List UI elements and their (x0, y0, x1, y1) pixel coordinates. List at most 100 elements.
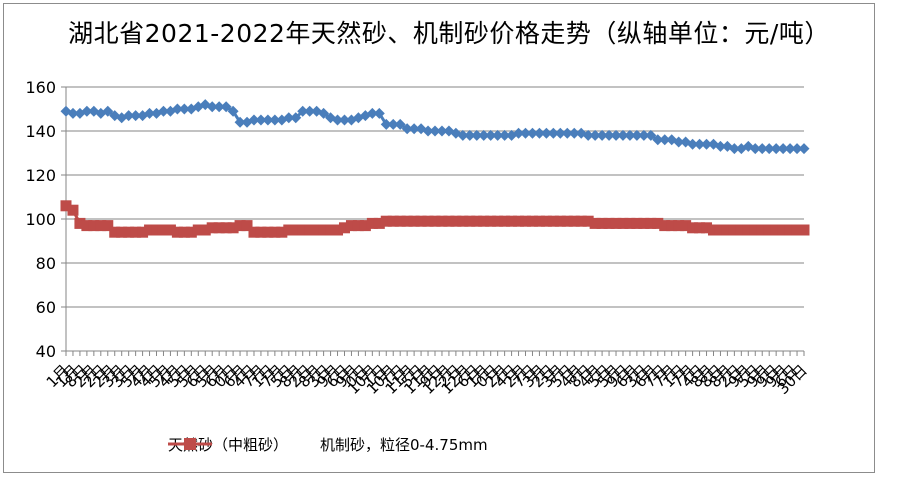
data-point-natural-sand (130, 110, 142, 122)
data-point-natural-sand (366, 107, 378, 119)
data-point-natural-sand (471, 129, 483, 141)
data-point-manufactured-sand (185, 226, 197, 238)
data-point-manufactured-sand (359, 220, 371, 232)
data-point-manufactured-sand (582, 215, 594, 227)
data-point-manufactured-sand (234, 220, 246, 232)
data-point-natural-sand (123, 110, 135, 122)
data-point-manufactured-sand (777, 224, 789, 236)
data-point-natural-sand (429, 125, 441, 137)
data-point-manufactured-sand (311, 224, 323, 236)
data-point-manufactured-sand (547, 215, 559, 227)
data-point-manufactured-sand (763, 224, 775, 236)
data-point-manufactured-sand (380, 215, 392, 227)
data-point-natural-sand (206, 101, 218, 113)
data-point-manufactured-sand (178, 226, 190, 238)
data-point-natural-sand (464, 129, 476, 141)
data-point-manufactured-sand (526, 215, 538, 227)
data-point-natural-sand (547, 127, 559, 139)
data-point-manufactured-sand (116, 226, 128, 238)
data-point-manufactured-sand (366, 217, 378, 229)
data-point-manufactured-sand (680, 220, 692, 232)
data-point-manufactured-sand (422, 215, 434, 227)
data-point-manufactured-sand (478, 215, 490, 227)
data-point-manufactured-sand (638, 217, 650, 229)
data-point-manufactured-sand (673, 220, 685, 232)
data-point-manufactured-sand (429, 215, 441, 227)
data-point-manufactured-sand (533, 215, 545, 227)
data-point-natural-sand (687, 138, 699, 150)
data-point-manufactured-sand (137, 226, 149, 238)
chart-frame (3, 3, 875, 473)
data-point-manufactured-sand (387, 215, 399, 227)
data-point-natural-sand (756, 143, 768, 155)
data-point-manufactured-sand (784, 224, 796, 236)
data-point-natural-sand (520, 127, 532, 139)
data-point-natural-sand (81, 105, 93, 117)
data-point-manufactured-sand (603, 217, 615, 229)
data-point-manufactured-sand (373, 217, 385, 229)
data-point-natural-sand (492, 129, 504, 141)
data-point-manufactured-sand (67, 204, 79, 216)
legend-swatch-square-icon (168, 438, 212, 450)
data-point-natural-sand (269, 114, 281, 126)
legend-item-manufactured-sand: 机制砂，粒径0-4.75mm (168, 434, 488, 455)
data-point-manufactured-sand (687, 222, 699, 234)
data-point-natural-sand (777, 143, 789, 155)
data-point-natural-sand (408, 123, 420, 135)
data-point-natural-sand (220, 101, 232, 113)
data-point-natural-sand (714, 140, 726, 152)
data-point-natural-sand (178, 103, 190, 115)
data-point-manufactured-sand (130, 226, 142, 238)
chart-legend: 天然砂（中粗砂） 机制砂，粒径0-4.75mm (168, 434, 520, 454)
data-point-natural-sand (652, 134, 664, 146)
data-point-natural-sand (596, 129, 608, 141)
data-point-natural-sand (387, 118, 399, 130)
data-point-natural-sand (297, 105, 309, 117)
data-point-manufactured-sand (74, 217, 86, 229)
data-point-natural-sand (798, 143, 810, 155)
data-point-manufactured-sand (255, 226, 267, 238)
data-point-manufactured-sand (631, 217, 643, 229)
data-point-manufactured-sand (798, 224, 810, 236)
data-point-manufactured-sand (659, 220, 671, 232)
data-point-manufactured-sand (520, 215, 532, 227)
data-point-natural-sand (478, 129, 490, 141)
data-point-natural-sand (610, 129, 622, 141)
data-point-natural-sand (673, 136, 685, 148)
data-point-natural-sand (227, 105, 239, 117)
data-point-manufactured-sand (624, 217, 636, 229)
data-point-manufactured-sand (144, 224, 156, 236)
data-point-manufactured-sand (192, 224, 204, 236)
data-point-manufactured-sand (791, 224, 803, 236)
y-tick-label: 80 (36, 254, 56, 273)
data-point-natural-sand (659, 134, 671, 146)
data-point-manufactured-sand (506, 215, 518, 227)
data-point-manufactured-sand (241, 220, 253, 232)
data-point-natural-sand (784, 143, 796, 155)
data-point-natural-sand (603, 129, 615, 141)
data-point-manufactured-sand (652, 217, 664, 229)
data-point-manufactured-sand (297, 224, 309, 236)
data-point-manufactured-sand (345, 220, 357, 232)
data-point-manufactured-sand (352, 220, 364, 232)
data-point-manufactured-sand (513, 215, 525, 227)
data-point-manufactured-sand (109, 226, 121, 238)
data-point-manufactured-sand (735, 224, 747, 236)
data-point-natural-sand (561, 127, 573, 139)
data-point-natural-sand (533, 127, 545, 139)
data-point-manufactured-sand (206, 222, 218, 234)
data-point-manufactured-sand (436, 215, 448, 227)
data-point-manufactured-sand (338, 222, 350, 234)
data-point-manufactured-sand (770, 224, 782, 236)
data-point-natural-sand (770, 143, 782, 155)
data-point-manufactured-sand (457, 215, 469, 227)
data-point-natural-sand (422, 125, 434, 137)
data-point-natural-sand (290, 112, 302, 124)
data-point-manufactured-sand (596, 217, 608, 229)
data-point-natural-sand (338, 114, 350, 126)
data-point-manufactured-sand (701, 222, 713, 234)
data-point-manufactured-sand (283, 224, 295, 236)
data-point-manufactured-sand (540, 215, 552, 227)
data-point-manufactured-sand (471, 215, 483, 227)
